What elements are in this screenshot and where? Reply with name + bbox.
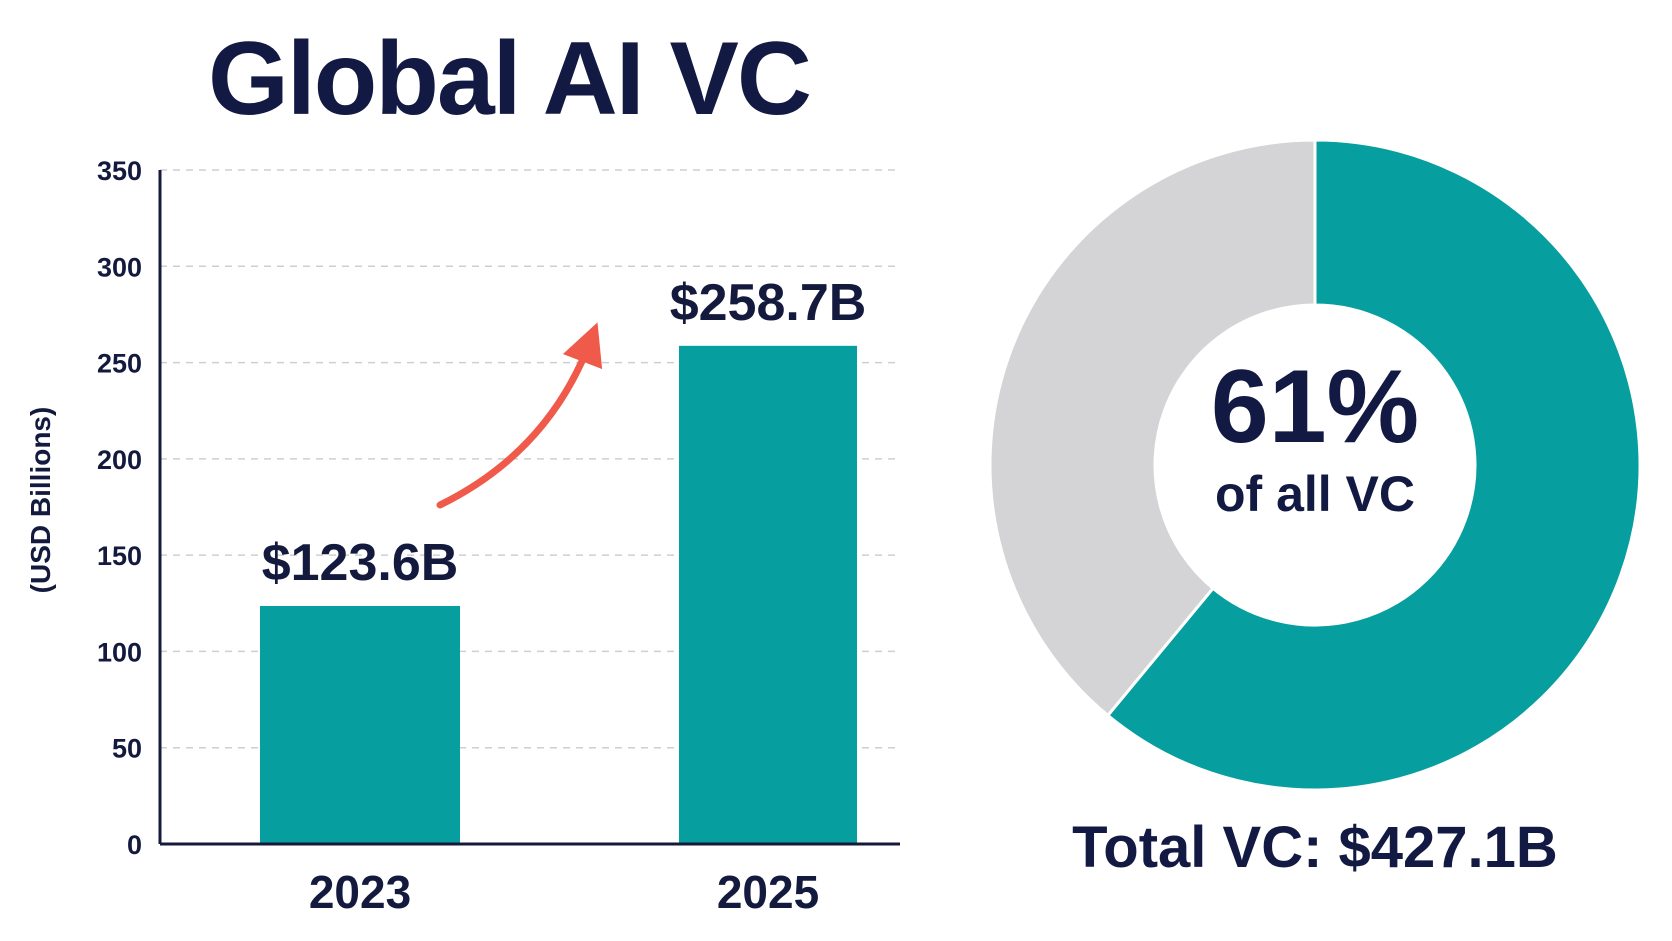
y-tick-label: 250 xyxy=(97,349,142,379)
donut-slice-other xyxy=(988,138,1317,718)
x-category-label: 2025 xyxy=(717,866,819,918)
y-tick-label: 300 xyxy=(97,252,142,282)
y-ticks: 0 50 100 150 200 250 300 350 xyxy=(97,156,142,860)
x-categories: 2023 2025 xyxy=(309,866,819,918)
y-tick-label: 200 xyxy=(97,445,142,475)
donut-center-label: of all VC xyxy=(1215,466,1415,522)
y-tick-label: 0 xyxy=(127,830,142,860)
value-labels: $123.6B $258.7B xyxy=(262,274,867,592)
bar-value-label: $123.6B xyxy=(262,534,459,592)
donut-slices xyxy=(988,138,1642,792)
donut-slice-ai xyxy=(1105,138,1642,792)
y-tick-label: 150 xyxy=(97,541,142,571)
axes xyxy=(158,170,900,846)
donut-center-value: 61% xyxy=(1211,349,1419,465)
bar-2025 xyxy=(679,345,857,844)
y-tick-label: 50 xyxy=(112,734,142,764)
y-tick-label: 350 xyxy=(97,156,142,186)
bar-value-label: $258.7B xyxy=(670,274,867,332)
donut-caption: Total VC: $427.1B xyxy=(1072,815,1558,880)
page-title: Global AI VC xyxy=(208,21,812,137)
bar-chart: 0 50 100 150 200 250 300 350 2023 2025 $123.6B $2… xyxy=(25,156,900,918)
y-axis-title: (USD Billions) xyxy=(25,407,56,594)
bar-2023 xyxy=(260,605,460,844)
growth-arrow xyxy=(436,322,603,509)
bars xyxy=(260,345,857,844)
x-category-label: 2023 xyxy=(309,866,411,918)
y-tick-label: 100 xyxy=(97,637,142,667)
